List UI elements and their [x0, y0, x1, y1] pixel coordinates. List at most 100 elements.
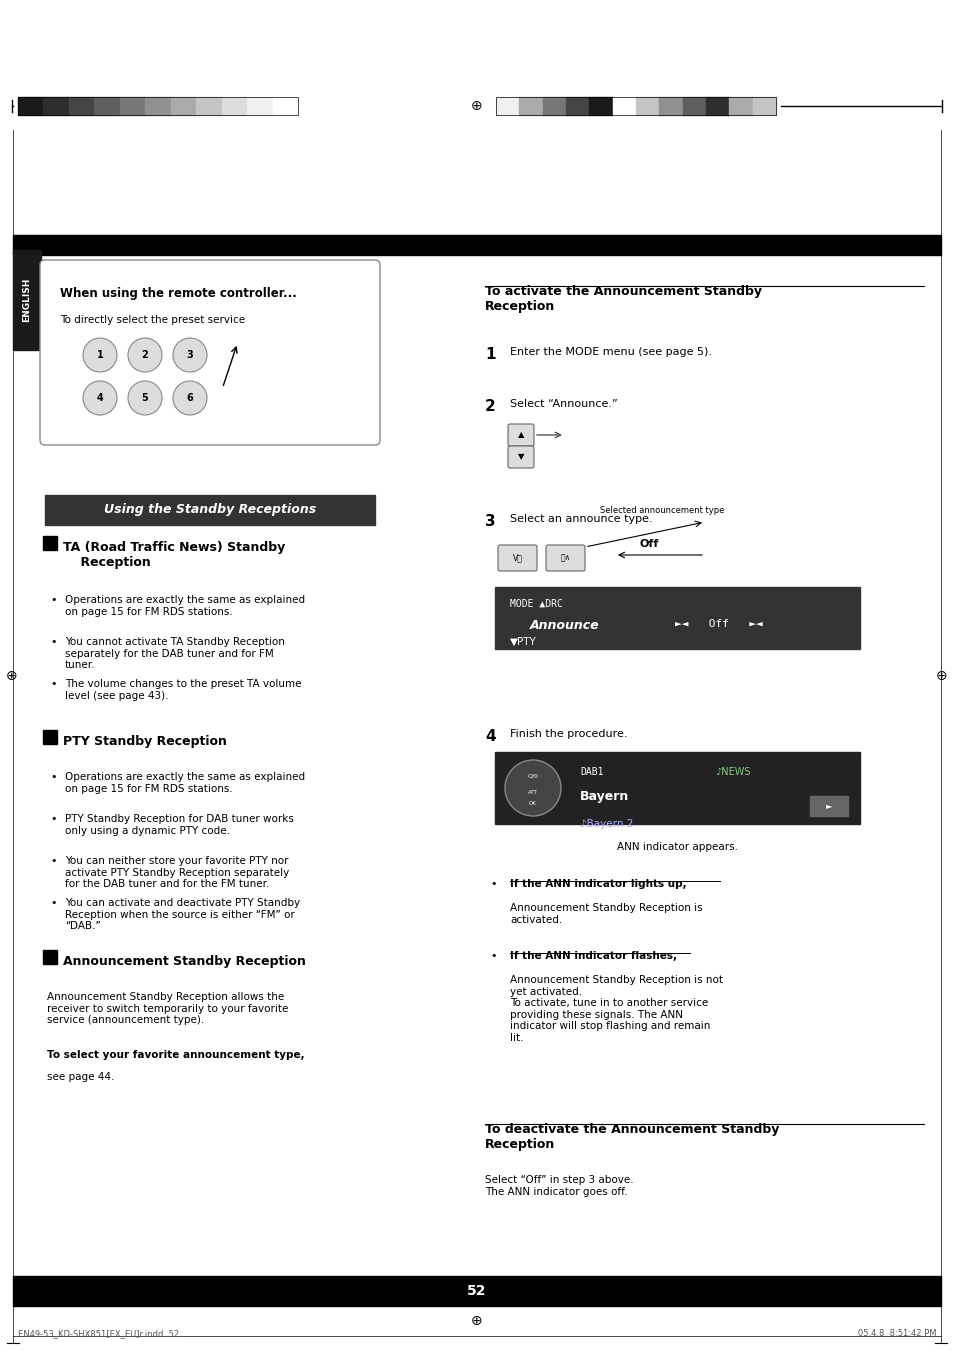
Text: Operations are exactly the same as explained
on page 15 for FM RDS stations.: Operations are exactly the same as expla…	[65, 771, 305, 793]
FancyBboxPatch shape	[545, 544, 584, 571]
Text: Announcement Standby Reception allows the
receiver to switch temporarily to your: Announcement Standby Reception allows th…	[47, 992, 288, 1025]
Bar	[589, 97, 612, 115]
Bar	[705, 97, 729, 115]
Bar	[18, 97, 44, 115]
Text: Off: Off	[639, 539, 659, 549]
Text: see page 44.: see page 44.	[47, 1071, 114, 1082]
Bar	[94, 97, 120, 115]
Text: EN49-53_KD-SHX851[EX_EU]r.indd  52: EN49-53_KD-SHX851[EX_EU]r.indd 52	[18, 1329, 179, 1337]
Text: 1: 1	[484, 347, 495, 362]
Text: Enter the MODE menu (see page 5).: Enter the MODE menu (see page 5).	[510, 347, 711, 357]
Text: 6: 6	[187, 393, 193, 403]
Text: 1: 1	[96, 350, 103, 359]
Bar	[45, 494, 375, 526]
Text: You cannot activate TA Standby Reception
separately for the DAB tuner and for FM: You cannot activate TA Standby Reception…	[65, 638, 285, 670]
Bar	[196, 97, 221, 115]
Circle shape	[83, 338, 117, 372]
Text: ►: ►	[825, 801, 831, 811]
FancyBboxPatch shape	[507, 446, 534, 467]
Text: Using the Standby Receptions: Using the Standby Receptions	[104, 504, 315, 516]
Text: 4: 4	[96, 393, 103, 403]
Text: 5: 5	[141, 393, 149, 403]
Text: •: •	[50, 857, 56, 866]
Text: 4: 4	[484, 730, 496, 744]
Bar	[729, 97, 752, 115]
Bar	[612, 97, 636, 115]
Circle shape	[504, 761, 560, 816]
Text: V⏪: V⏪	[512, 554, 522, 562]
FancyBboxPatch shape	[40, 259, 379, 444]
Text: 2: 2	[484, 399, 496, 413]
Text: ⊕: ⊕	[935, 669, 947, 682]
Text: OK: OK	[529, 801, 537, 807]
Text: Select “Announce.”: Select “Announce.”	[510, 399, 618, 409]
Text: If the ANN indicator lights up,: If the ANN indicator lights up,	[510, 880, 686, 889]
Bar	[13, 250, 41, 350]
Bar	[13, 1275, 940, 1306]
Bar	[565, 97, 589, 115]
Text: Bayern: Bayern	[579, 790, 629, 802]
Text: The volume changes to the preset TA volume
level (see page 43).: The volume changes to the preset TA volu…	[65, 680, 301, 701]
Bar	[247, 97, 273, 115]
Text: To select your favorite announcement type,: To select your favorite announcement typ…	[47, 1050, 304, 1061]
Text: •: •	[50, 680, 56, 689]
Text: To directly select the preset service: To directly select the preset service	[60, 315, 245, 326]
Text: Finish the procedure.: Finish the procedure.	[510, 730, 627, 739]
Text: ♪Bayern 2: ♪Bayern 2	[579, 819, 633, 830]
Circle shape	[128, 381, 162, 415]
Text: DAB1: DAB1	[579, 767, 603, 777]
Text: 3: 3	[484, 513, 496, 530]
Text: Select “Off” in step 3 above.
The ANN indicator goes off.: Select “Off” in step 3 above. The ANN in…	[484, 1175, 633, 1197]
Text: ENGLISH: ENGLISH	[23, 278, 31, 322]
Bar	[496, 97, 518, 115]
Text: 2: 2	[141, 350, 149, 359]
Bar	[495, 586, 859, 648]
Text: ⊕: ⊕	[471, 99, 482, 113]
Text: Announcement Standby Reception is
activated.: Announcement Standby Reception is activa…	[510, 902, 702, 924]
Text: Operations are exactly the same as explained
on page 15 for FM RDS stations.: Operations are exactly the same as expla…	[65, 594, 305, 616]
Bar	[18, 97, 297, 115]
Bar	[495, 753, 859, 824]
Text: You can neither store your favorite PTY nor
activate PTY Standby Reception separ: You can neither store your favorite PTY …	[65, 857, 289, 889]
Bar	[682, 97, 705, 115]
Circle shape	[128, 338, 162, 372]
Bar	[542, 97, 565, 115]
Text: Selected announcement type: Selected announcement type	[599, 507, 723, 515]
Text: •: •	[50, 815, 56, 824]
Text: •: •	[50, 638, 56, 647]
Bar	[44, 97, 69, 115]
Bar	[636, 97, 659, 115]
Bar	[273, 97, 297, 115]
Text: When using the remote controller...: When using the remote controller...	[60, 286, 296, 300]
Circle shape	[83, 381, 117, 415]
Text: Announcement Standby Reception is not
yet activated.
To activate, tune in to ano: Announcement Standby Reception is not ye…	[510, 975, 722, 1043]
Text: Announcement Standby Reception: Announcement Standby Reception	[63, 955, 306, 969]
Text: ►◄   Off   ►◄: ►◄ Off ►◄	[675, 619, 762, 630]
Text: •: •	[50, 771, 56, 782]
Text: Announce: Announce	[530, 619, 599, 632]
Text: ATT: ATT	[528, 790, 537, 796]
Text: ANN indicator appears.: ANN indicator appears.	[617, 842, 738, 852]
Bar	[518, 97, 542, 115]
Circle shape	[172, 338, 207, 372]
FancyBboxPatch shape	[497, 544, 537, 571]
Bar	[69, 97, 94, 115]
Bar	[221, 97, 247, 115]
Text: ▼PTY: ▼PTY	[510, 638, 537, 647]
Text: You can activate and deactivate PTY Standby
Reception when the source is either : You can activate and deactivate PTY Stan…	[65, 898, 300, 931]
Text: 05.4.8  8:51:42 PM: 05.4.8 8:51:42 PM	[857, 1329, 935, 1337]
Text: To deactivate the Announcement Standby
Reception: To deactivate the Announcement Standby R…	[484, 1123, 779, 1151]
Text: TA (Road Traffic News) Standby
    Reception: TA (Road Traffic News) Standby Reception	[63, 540, 285, 569]
Text: 52: 52	[467, 1283, 486, 1298]
Text: PTY Standby Reception for DAB tuner works
only using a dynamic PTY code.: PTY Standby Reception for DAB tuner work…	[65, 815, 294, 836]
Bar	[43, 536, 57, 550]
Text: To activate the Announcement Standby
Reception: To activate the Announcement Standby Rec…	[484, 285, 761, 313]
Text: ▲: ▲	[517, 431, 524, 439]
Text: ⊕: ⊕	[471, 1315, 482, 1328]
Text: MODE ▲DRC: MODE ▲DRC	[510, 598, 562, 609]
Text: ⊕: ⊕	[6, 669, 18, 682]
Bar	[496, 97, 776, 115]
Text: Select an announce type.: Select an announce type.	[510, 513, 652, 524]
Text: •: •	[50, 898, 56, 908]
Text: •: •	[490, 880, 496, 889]
